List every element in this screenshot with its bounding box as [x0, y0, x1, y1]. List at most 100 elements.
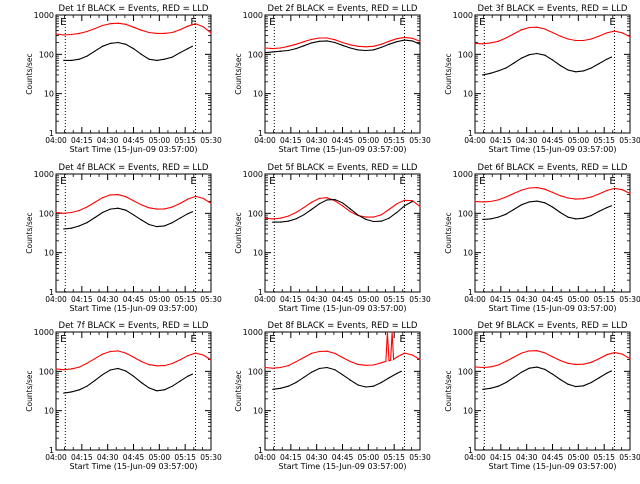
series-lld-point	[132, 26, 135, 28]
series-events-point	[191, 45, 193, 47]
series-lld-point	[318, 350, 320, 353]
y-tick-label: 100	[458, 50, 473, 59]
series-lld-point	[341, 205, 344, 207]
y-tick-label: 10	[463, 90, 473, 99]
series-events-point	[411, 40, 413, 42]
x-tick-label: 05:15	[593, 453, 615, 462]
series-lld-point	[411, 354, 413, 356]
x-tick-label: 04:15	[490, 295, 512, 304]
series-lld-point	[489, 42, 492, 44]
series-lld-point	[132, 200, 135, 202]
series-lld-point	[513, 192, 515, 195]
event-marker-label: E	[190, 17, 196, 28]
y-tick-label: 10	[463, 407, 473, 416]
series-events-point	[582, 385, 585, 387]
series-lld-point	[279, 47, 282, 49]
series-events-point	[334, 198, 336, 201]
x-tick-label: 04:00	[464, 136, 486, 145]
x-tick-label: 05:30	[619, 295, 640, 304]
panel-8: Det 8f BLACK = Events, RED = LLD 1 10 100 10…	[234, 321, 431, 471]
series-events-point	[380, 46, 382, 49]
series-lld-point	[341, 41, 344, 44]
x-tick-label: 04:15	[280, 136, 302, 145]
series-lld-point	[419, 205, 421, 207]
panel-5: Det 5f BLACK = Events, RED = LLD 1 10 100 10…	[234, 163, 431, 313]
series-events-point	[489, 218, 492, 220]
event-marker-label: E	[60, 17, 66, 28]
series-lld-point	[55, 33, 57, 35]
series-events-point	[191, 373, 193, 375]
series-lld-point	[372, 364, 375, 366]
y-tick-label: 100	[248, 367, 263, 376]
series-lld-point	[94, 201, 96, 203]
x-tick-label: 05:00	[149, 453, 171, 462]
series-events-point	[341, 374, 344, 376]
y-axis-label: Counts/sec	[25, 370, 34, 411]
event-marker-label: E	[190, 334, 196, 345]
series-events-point	[497, 216, 499, 218]
series-lld-point	[303, 356, 305, 359]
series-events-point	[544, 368, 546, 370]
series-events-point	[86, 385, 88, 387]
y-tick-label: 1	[49, 446, 54, 455]
y-axis-label: Counts/sec	[444, 53, 453, 94]
series-events-point	[156, 226, 158, 228]
series-events-point	[171, 385, 173, 387]
panel-title: Det 2f BLACK = Events, RED = LLD	[268, 4, 418, 14]
series-lld-point	[318, 37, 320, 39]
series-events-point	[388, 217, 390, 219]
series-lld-point	[287, 215, 289, 217]
event-marker-label: E	[60, 176, 66, 187]
x-tick-label: 04:45	[123, 453, 145, 462]
series-lld-point	[303, 41, 305, 43]
series-lld-point	[334, 200, 336, 202]
series-events-point	[279, 50, 282, 52]
series-events-point	[148, 58, 150, 60]
series-lld-point	[474, 200, 476, 203]
series-events-point	[403, 205, 406, 207]
series-events-point	[163, 225, 166, 227]
series-lld-point	[386, 331, 388, 333]
series-events-point	[520, 371, 523, 373]
series-lld-point	[202, 354, 204, 356]
x-tick-label: 04:45	[332, 453, 354, 462]
series-events-point	[63, 228, 65, 230]
series-events-point	[559, 211, 561, 214]
series-events-point	[171, 56, 173, 58]
series-lld-point	[528, 26, 530, 29]
series-events-point	[419, 43, 421, 45]
series-events-point	[528, 201, 530, 203]
x-tick-label: 04:30	[516, 295, 538, 304]
series-lld-point	[194, 23, 197, 25]
series-events-line	[63, 367, 193, 394]
panel-7: Det 7f BLACK = Events, RED = LLD 1 10 100 10…	[25, 321, 222, 471]
series-lld-point	[94, 28, 96, 30]
series-events-point	[326, 199, 328, 201]
series-lld-point	[385, 360, 387, 362]
event-marker-label: E	[479, 176, 485, 187]
y-tick-label: 10	[253, 90, 263, 99]
series-events-point	[109, 369, 111, 371]
series-events-line	[482, 366, 612, 390]
series-events-point	[349, 208, 351, 210]
event-marker-label: E	[269, 176, 275, 187]
series-events-point	[388, 377, 390, 379]
x-tick-label: 05:15	[174, 136, 196, 145]
series-lld-point	[551, 356, 554, 358]
series-events-point	[372, 220, 375, 223]
series-events-point	[117, 367, 119, 370]
x-tick-label: 05:30	[200, 136, 222, 145]
series-events-point	[606, 58, 608, 60]
x-tick-label: 05:30	[409, 136, 431, 145]
x-tick-label: 04:45	[542, 136, 564, 145]
series-lld-point	[55, 211, 57, 214]
series-events-point	[140, 53, 142, 55]
panel-title: Det 5f BLACK = Events, RED = LLD	[268, 163, 418, 173]
y-tick-label: 10	[463, 249, 473, 258]
series-lld-point	[567, 38, 569, 40]
y-tick-label: 1	[468, 446, 473, 455]
series-lld-point	[63, 369, 65, 371]
event-marker-label: E	[190, 176, 196, 187]
series-lld-point	[365, 216, 367, 218]
series-events-point	[482, 218, 484, 220]
